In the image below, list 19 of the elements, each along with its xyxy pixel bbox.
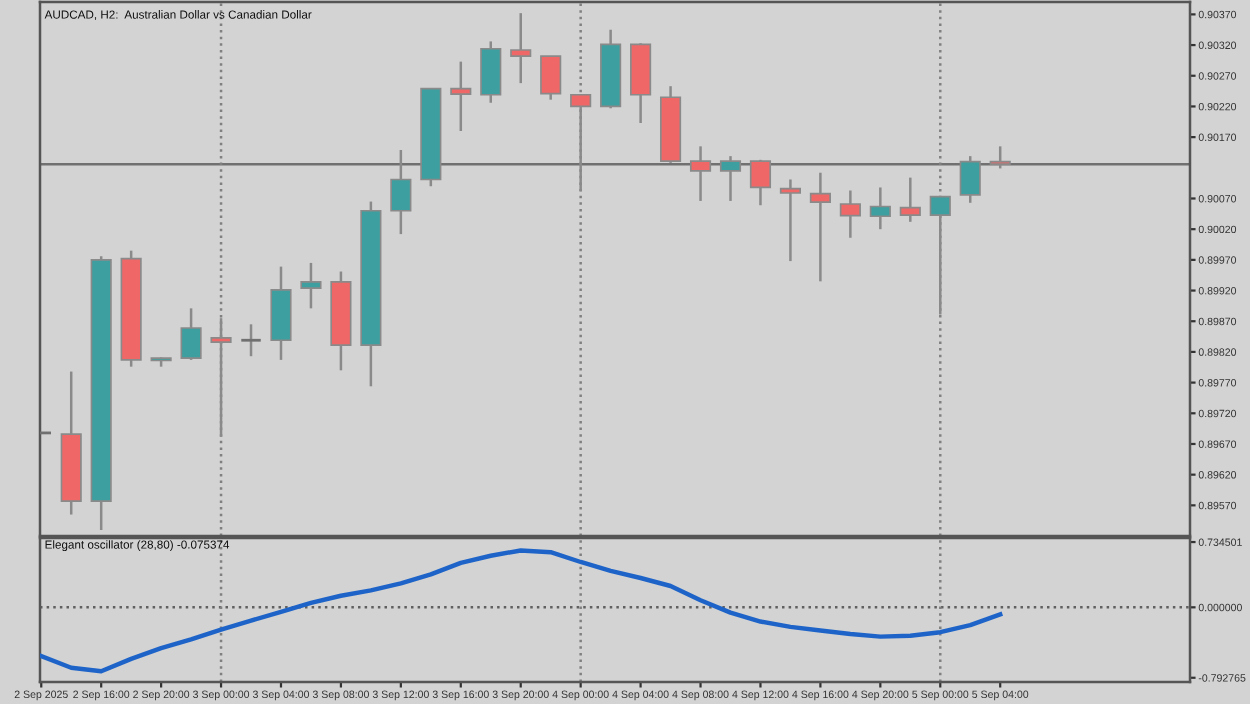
- candlestick: [480, 40, 502, 105]
- candlestick: [510, 11, 532, 85]
- candlestick: [450, 60, 472, 133]
- candlestick: [869, 186, 891, 231]
- candlestick: [719, 154, 742, 203]
- line-series: [40, 548, 1003, 674]
- candlestick: [300, 261, 322, 310]
- candlestick: [540, 54, 562, 101]
- candlestick: [749, 158, 772, 207]
- candlestick: [989, 145, 1011, 170]
- candlestick: [239, 323, 263, 358]
- candlestick: [180, 307, 202, 362]
- candlestick: [839, 189, 861, 240]
- candlestick: [899, 176, 921, 224]
- candlestick: [689, 145, 712, 203]
- candlestick: [779, 178, 802, 263]
- candlestick: [959, 154, 981, 205]
- candlestick: [809, 171, 831, 283]
- candlestick: [390, 148, 412, 236]
